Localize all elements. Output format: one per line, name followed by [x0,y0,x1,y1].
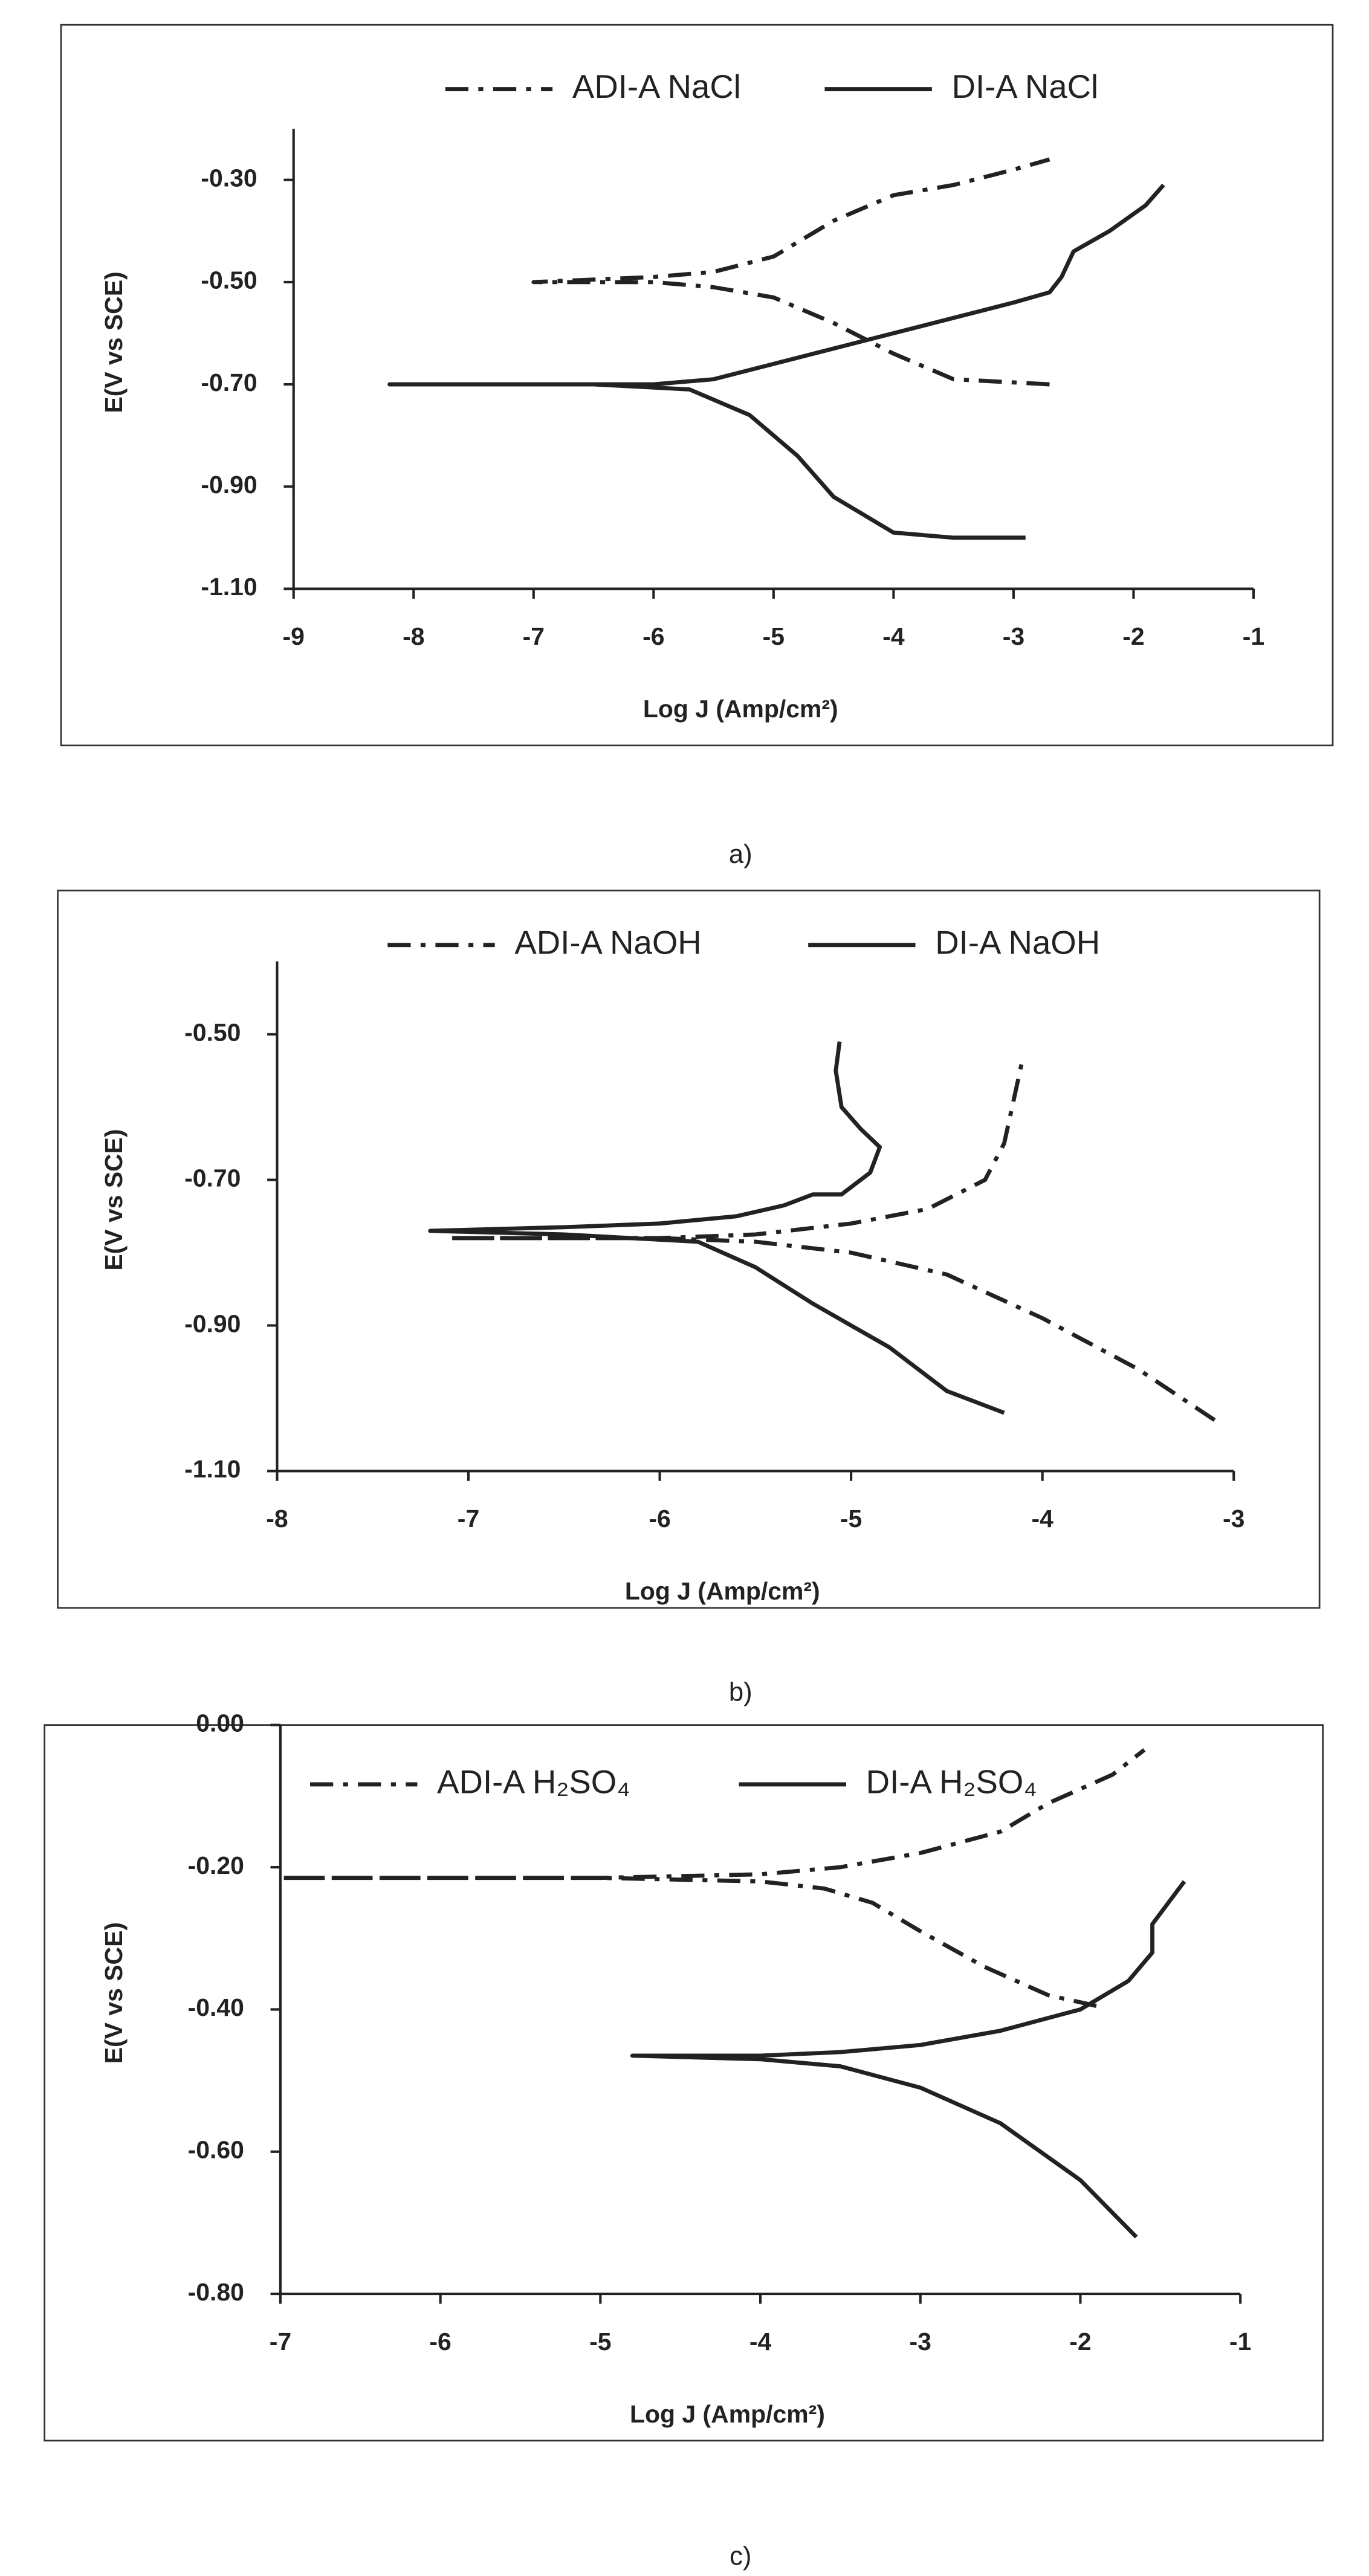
y-tick-label: -0.90 [184,1309,241,1337]
x-tick-label: -1 [1243,622,1264,650]
y-tick-label: -0.30 [201,164,257,192]
y-tick-label: -0.40 [188,1993,244,2021]
legend-label: ADI-A H₂SO₄ [437,1763,630,1800]
x-tick-label: -3 [1003,622,1024,650]
x-tick-label: -4 [749,2328,772,2355]
x-tick-label: -8 [403,622,424,650]
x-axis-title: Log J (Amp/cm²) [625,1577,820,1605]
x-tick-label: -7 [523,622,545,650]
legend-label: ADI-A NaCl [572,68,741,105]
y-axis-title: E(V vs SCE) [100,1129,128,1270]
x-tick-label: -5 [840,1505,862,1532]
caption: c) [730,2541,751,2571]
y-tick-label: -0.80 [188,2278,244,2306]
y-axis-title: E(V vs SCE) [100,1922,128,2064]
x-tick-label: -2 [1122,622,1144,650]
x-axis-title: Log J (Amp/cm²) [630,2400,825,2428]
caption: b) [729,1677,752,1706]
y-tick-label: -0.90 [201,471,257,499]
y-tick-label: -0.20 [188,1851,244,1879]
y-tick-label: -0.50 [184,1018,241,1046]
series-line [278,1748,1146,2008]
chart-frame [57,889,1321,1609]
y-tick-label: -0.70 [184,1164,241,1192]
x-tick-label: -8 [266,1505,288,1532]
x-tick-label: -6 [642,622,664,650]
x-tick-label: -9 [283,622,305,650]
x-tick-label: -7 [270,2328,291,2355]
series-line [428,1041,1005,1415]
x-tick-label: -6 [649,1505,670,1532]
chart-frame [60,24,1334,747]
legend-label: DI-A NaCl [952,68,1099,105]
x-axis-title: Log J (Amp/cm²) [643,695,838,723]
y-axis-title: E(V vs SCE) [100,271,128,413]
y-tick-label: -1.10 [201,573,257,601]
series-line [387,183,1165,540]
x-tick-label: -1 [1229,2328,1251,2355]
legend-label: DI-A NaOH [935,924,1100,961]
y-tick-label: -0.50 [201,266,257,294]
caption: a) [729,839,752,869]
legend-label: ADI-A NaOH [514,924,701,961]
x-tick-label: -4 [1031,1505,1053,1532]
series-line [447,1056,1216,1422]
x-tick-label: -2 [1069,2328,1091,2355]
x-tick-label: -7 [458,1505,479,1532]
x-tick-label: -5 [589,2328,611,2355]
y-tick-label: 0.00 [196,1709,244,1737]
series-line [531,157,1050,387]
x-tick-label: -6 [429,2328,451,2355]
y-tick-label: -1.10 [184,1455,241,1483]
chart-frame [44,1724,1324,2442]
y-tick-label: -0.70 [201,369,257,396]
x-tick-label: -4 [882,622,905,650]
x-tick-label: -3 [1223,1505,1244,1532]
y-tick-label: -0.60 [188,2136,244,2164]
x-tick-label: -5 [763,622,785,650]
legend-label: DI-A H₂SO₄ [866,1763,1037,1800]
series-line [630,1880,1186,2239]
x-tick-label: -3 [910,2328,931,2355]
